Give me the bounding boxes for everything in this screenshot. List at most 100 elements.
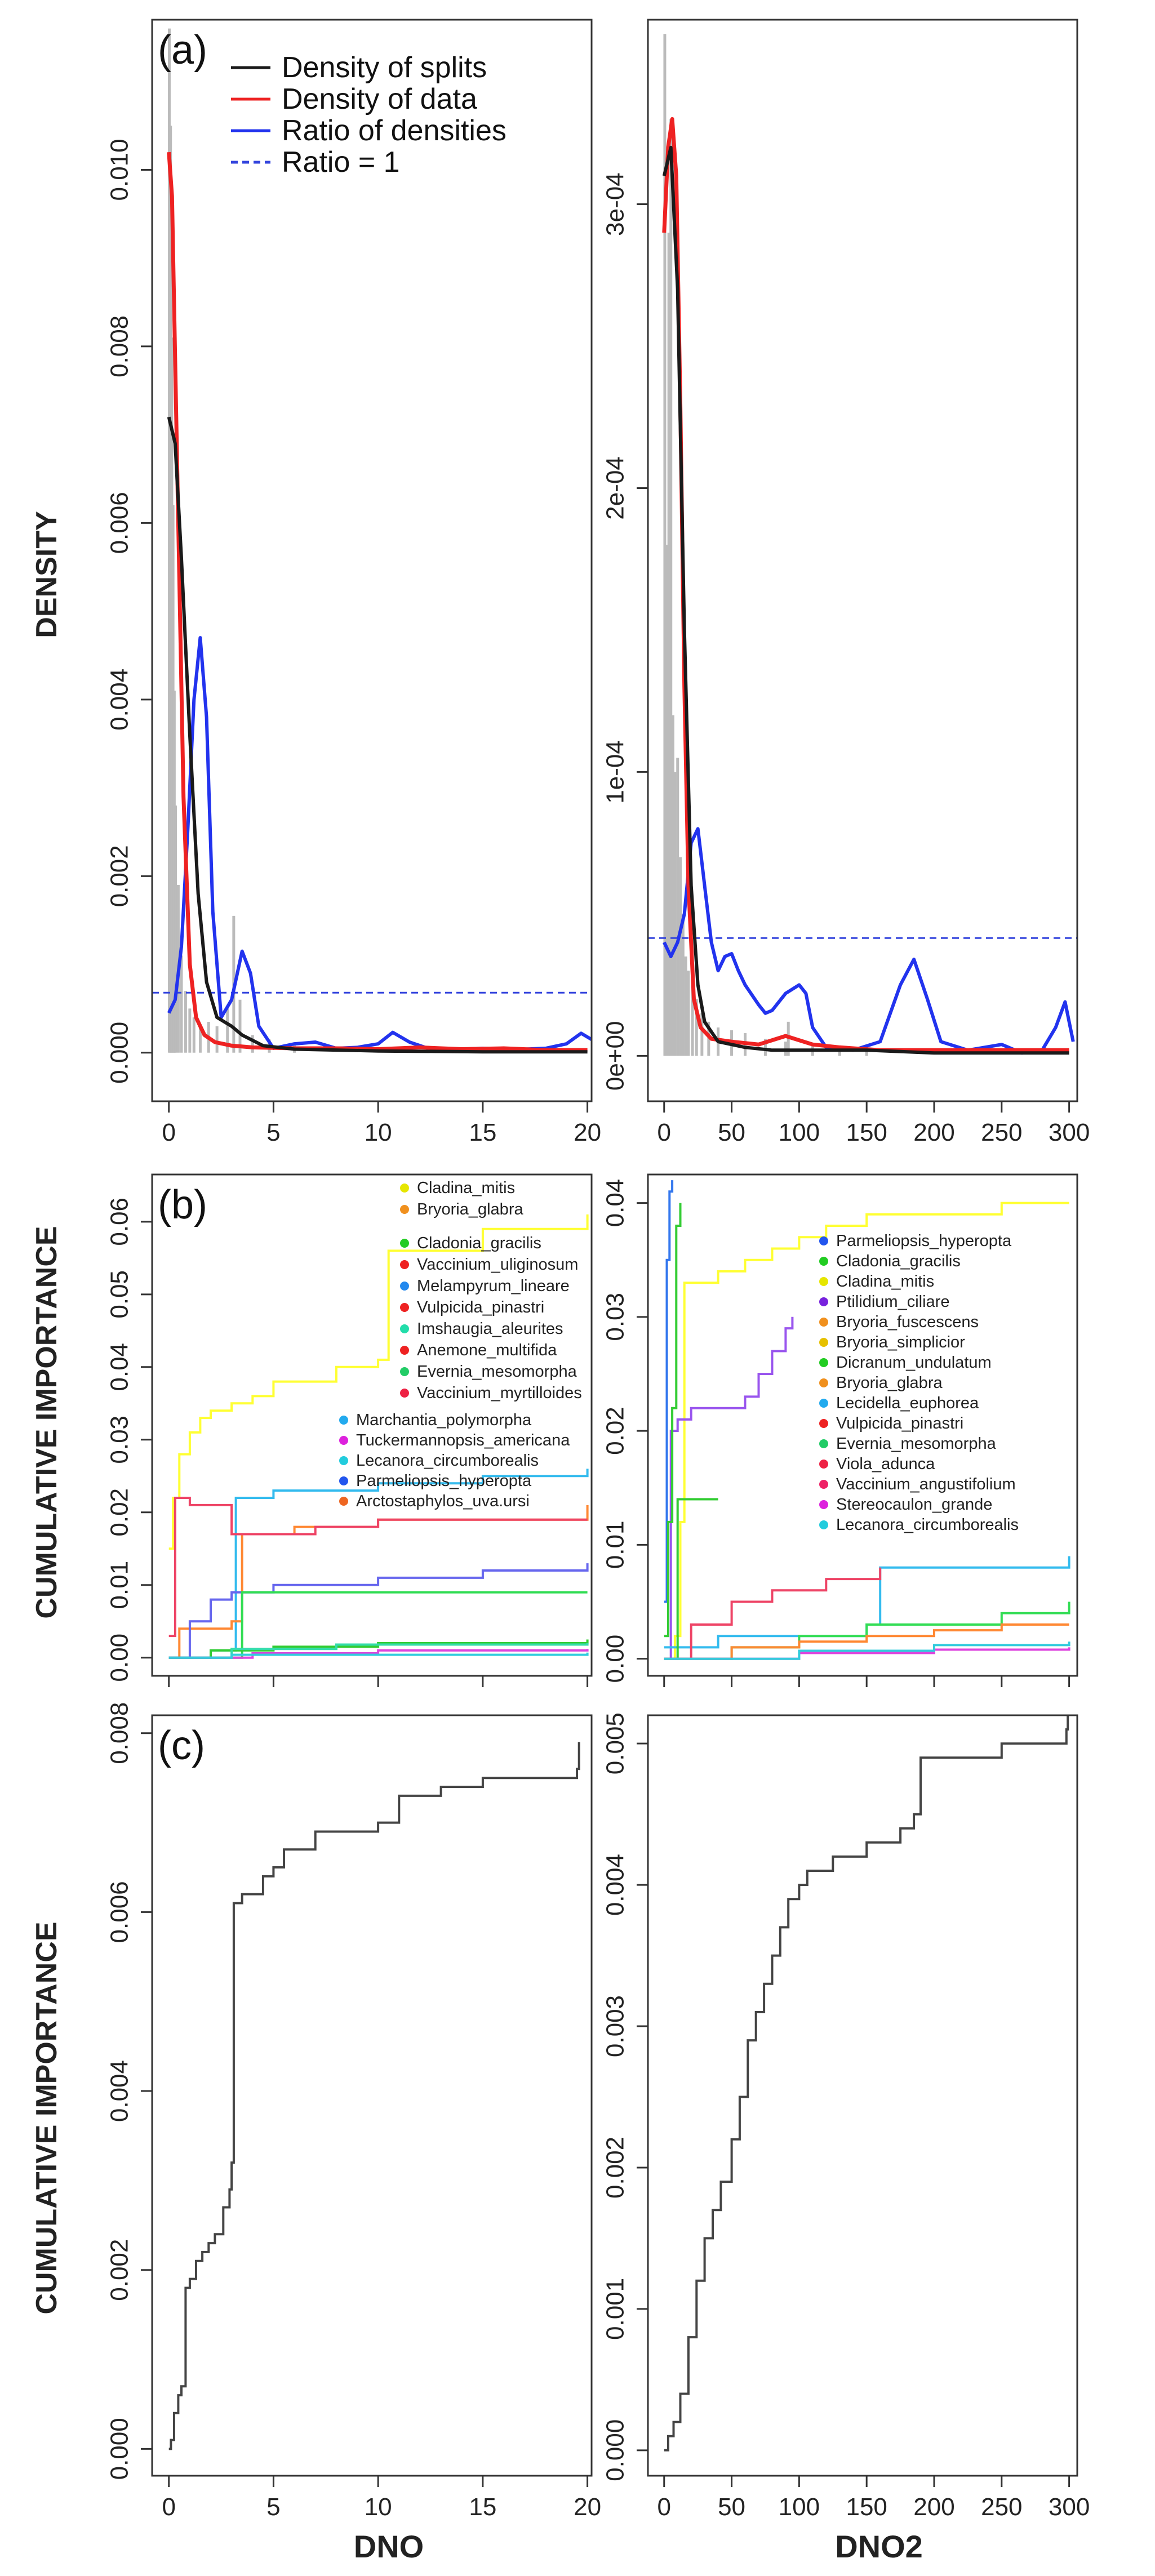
y-tick-label: 0.008 [106,1702,134,1764]
panel-c-right: 0.000 0.001 0.002 0.003 0.004 0.005 0 50 100 150 2… [602,1712,1090,2521]
species-line [664,1316,794,1660]
x-tick-label: 250 [981,1119,1022,1146]
y-tick-label: 2e-04 [602,456,629,520]
y-tick-label: 0.002 [106,2239,134,2301]
species-line [664,1202,1069,1660]
x-tick-label: 0 [658,1119,671,1146]
y-tick-label: 0.004 [602,1854,629,1916]
legend-dot [400,1239,409,1248]
legend-dot [400,1303,409,1312]
legend-label: Vaccinium_uliginosum [417,1256,578,1274]
x-tick-label: 100 [779,2493,820,2521]
legend-dot [819,1318,828,1327]
legend-label: Vulpicida_pinastri [836,1414,963,1432]
y-tick-label: 0.03 [602,1293,629,1341]
legend-label: Density of splits [282,51,487,84]
plot-area [168,1214,589,1659]
legend-label: Lecanora_circumborealis [836,1516,1019,1534]
x-tick-label: 150 [846,2493,887,2521]
x-tick-label: 10 [365,1119,392,1146]
y-tick-label: 0.00 [602,1635,629,1683]
x-title-dno2: DNO2 [835,2529,923,2564]
legend-dot [819,1257,828,1266]
plot-frame [647,1173,1078,1677]
legend-label: Vaccinium_angustifolium [836,1475,1016,1493]
legend-label: Bryoria_fuscescens [836,1313,979,1331]
y-tick-label: 0.04 [602,1179,629,1227]
species-line [664,1203,682,1638]
species-line [664,1647,1070,1660]
x-tick-label: 200 [913,1119,954,1146]
legend-label: Dicranum_undulatum [836,1354,992,1372]
panel-a-right: 0e+00 1e-04 2e-04 3e-04 0 50 100 150 200 250 300 [602,19,1090,1146]
legend-label: Anemone_multifida [417,1341,557,1359]
legend-label: Lecanora_circumborealis [356,1452,539,1470]
legend-dot [400,1260,409,1269]
x-tick-label: 5 [266,1119,280,1146]
x-tick-label: 0 [162,1119,175,1146]
y-tick-label: 0.004 [106,669,134,731]
x-tick-label: 250 [981,2493,1022,2521]
legend-label: Vaccinium_myrtilloides [417,1384,582,1402]
legend-dot [400,1389,409,1398]
species-line [168,1497,588,1638]
legend-dot [819,1277,828,1286]
legend-label: Cladonia_gracilis [417,1234,541,1252]
panel-label: (c) [158,1723,205,1768]
legend-label: Imshaugia_aleurites [417,1320,563,1338]
legend-dot [819,1297,828,1306]
x-tick-label: 100 [779,1119,820,1146]
legend-label: Evernia_mesomorpha [417,1363,578,1381]
series-ratio-of-densities [167,636,592,1051]
legend-label: Melampyrum_lineare [417,1277,570,1295]
legend-dot [339,1476,348,1485]
legend-label: Stereocaulon_grande [836,1496,992,1514]
legend-dot [819,1419,828,1428]
x-tick-label: 0 [658,2493,671,2521]
legend-dot [339,1436,348,1445]
legend-label: Bryoria_simplicior [836,1333,965,1351]
y-tick-label: 0.008 [106,315,134,377]
legend-dot [819,1358,828,1367]
x-tick-label: 150 [846,1119,887,1146]
x-tick-label: 10 [365,2493,392,2521]
density-y-title: DENSITY [30,511,63,638]
series-density-of-data [167,152,588,1052]
plot-frame [647,1714,1078,2477]
legend-label: Viola_adunca [836,1455,935,1473]
legend-label: Cladina_mitis [836,1273,934,1291]
plot-frame [151,1714,593,2477]
legend-label: Parmeliopsis_hyperopta [836,1232,1012,1250]
y-tick-label: 0.02 [106,1488,134,1537]
legend-label: Lecidella_euphorea [836,1394,979,1412]
panel-a-left: 0.000 0.002 0.004 0.006 0.008 0.010 0 5 10 15 20 (a… [106,19,601,1146]
x-tick-label: 5 [266,2493,280,2521]
legend-label: Cladonia_gracilis [836,1252,961,1270]
x-tick-label: 300 [1049,1119,1090,1146]
x-tick-label: 15 [469,1119,496,1146]
species-line [664,1180,674,1603]
y-tick-label: 0.010 [106,139,134,201]
plot-area [664,1715,1069,2452]
legend-legend_top: Cladina_mitis Bryoria_glabra [400,1179,523,1218]
panel-b-right: 0.00 0.01 0.02 0.03 0.04 Parmeliopsis_hyperop… [602,1173,1078,1687]
legend-dot [819,1439,828,1448]
legend-dot [400,1346,409,1355]
species-line [664,1641,1070,1660]
legend-dot [400,1184,409,1193]
species-line [664,1567,882,1660]
panel-c-left: 0.000 0.002 0.004 0.006 0.008 0 5 10 15 20 (c) [106,1702,601,2521]
legend-label: Ratio of densities [282,114,507,147]
cumulative-line [168,1742,580,2450]
y-tick-label: 0.005 [602,1712,629,1774]
y-tick-label: 0.03 [106,1416,134,1464]
legend-label: Arctostaphylos_uva.ursi [356,1492,530,1510]
y-tick-label: 0.006 [106,492,134,554]
x-tick-label: 300 [1049,2493,1090,2521]
species-line [664,1623,1069,1660]
x-tick-label: 50 [718,1119,745,1146]
x-title-dno: DNO [354,2529,424,2564]
y-tick-label: 0.01 [106,1561,134,1609]
y-tick-label: 0.02 [602,1407,629,1455]
